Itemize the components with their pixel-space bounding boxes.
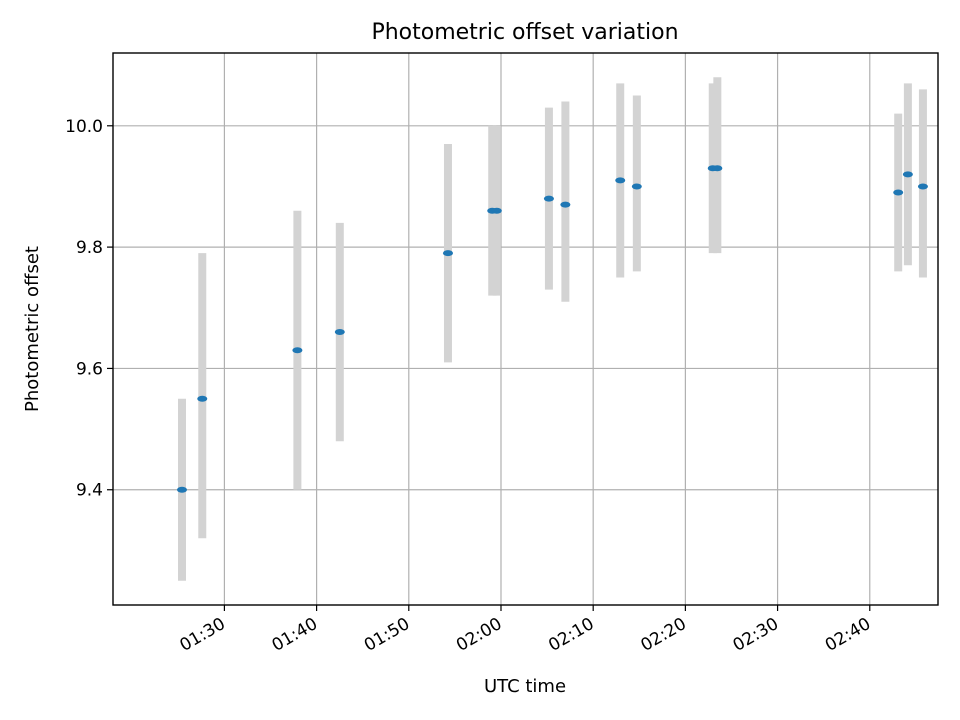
x-axis-label: UTC time — [484, 676, 566, 697]
y-tick-label: 9.8 — [76, 238, 103, 258]
data-point — [615, 177, 626, 184]
axis-ticks: 01:30 01:40 01:50 02:00 02:10 02:20 02:30 02:40… — [65, 117, 874, 656]
x-tick-label: 02:40 — [822, 614, 874, 656]
data-point — [712, 165, 723, 172]
plot-frame — [112, 52, 939, 606]
data-point — [631, 183, 642, 190]
y-tick-label: 9.4 — [76, 481, 103, 501]
data-point — [543, 195, 554, 202]
data-point — [442, 250, 453, 257]
data-points — [176, 165, 928, 493]
x-tick-label: 01:40 — [269, 614, 321, 656]
data-point — [197, 395, 208, 402]
data-point — [560, 201, 571, 208]
error-bars — [177, 77, 927, 581]
data-point — [917, 183, 928, 190]
x-tick-label: 02:20 — [637, 614, 689, 656]
y-tick-label: 10.0 — [65, 117, 103, 137]
x-tick-label: 02:10 — [545, 614, 597, 656]
x-tick-label: 02:00 — [453, 614, 505, 656]
y-tick-label: 9.6 — [76, 359, 103, 379]
chart-title: Photometric offset variation — [371, 20, 678, 45]
data-point — [292, 347, 303, 354]
data-point — [491, 207, 502, 214]
x-tick-label: 02:30 — [730, 614, 782, 656]
data-point — [176, 486, 187, 493]
data-point — [902, 171, 913, 178]
data-point — [893, 189, 904, 196]
data-point — [334, 329, 345, 336]
grid — [113, 53, 938, 605]
x-tick-label: 01:50 — [361, 614, 413, 656]
y-axis-label: Photometric offset — [22, 246, 43, 412]
x-tick-label: 01:30 — [176, 614, 228, 656]
